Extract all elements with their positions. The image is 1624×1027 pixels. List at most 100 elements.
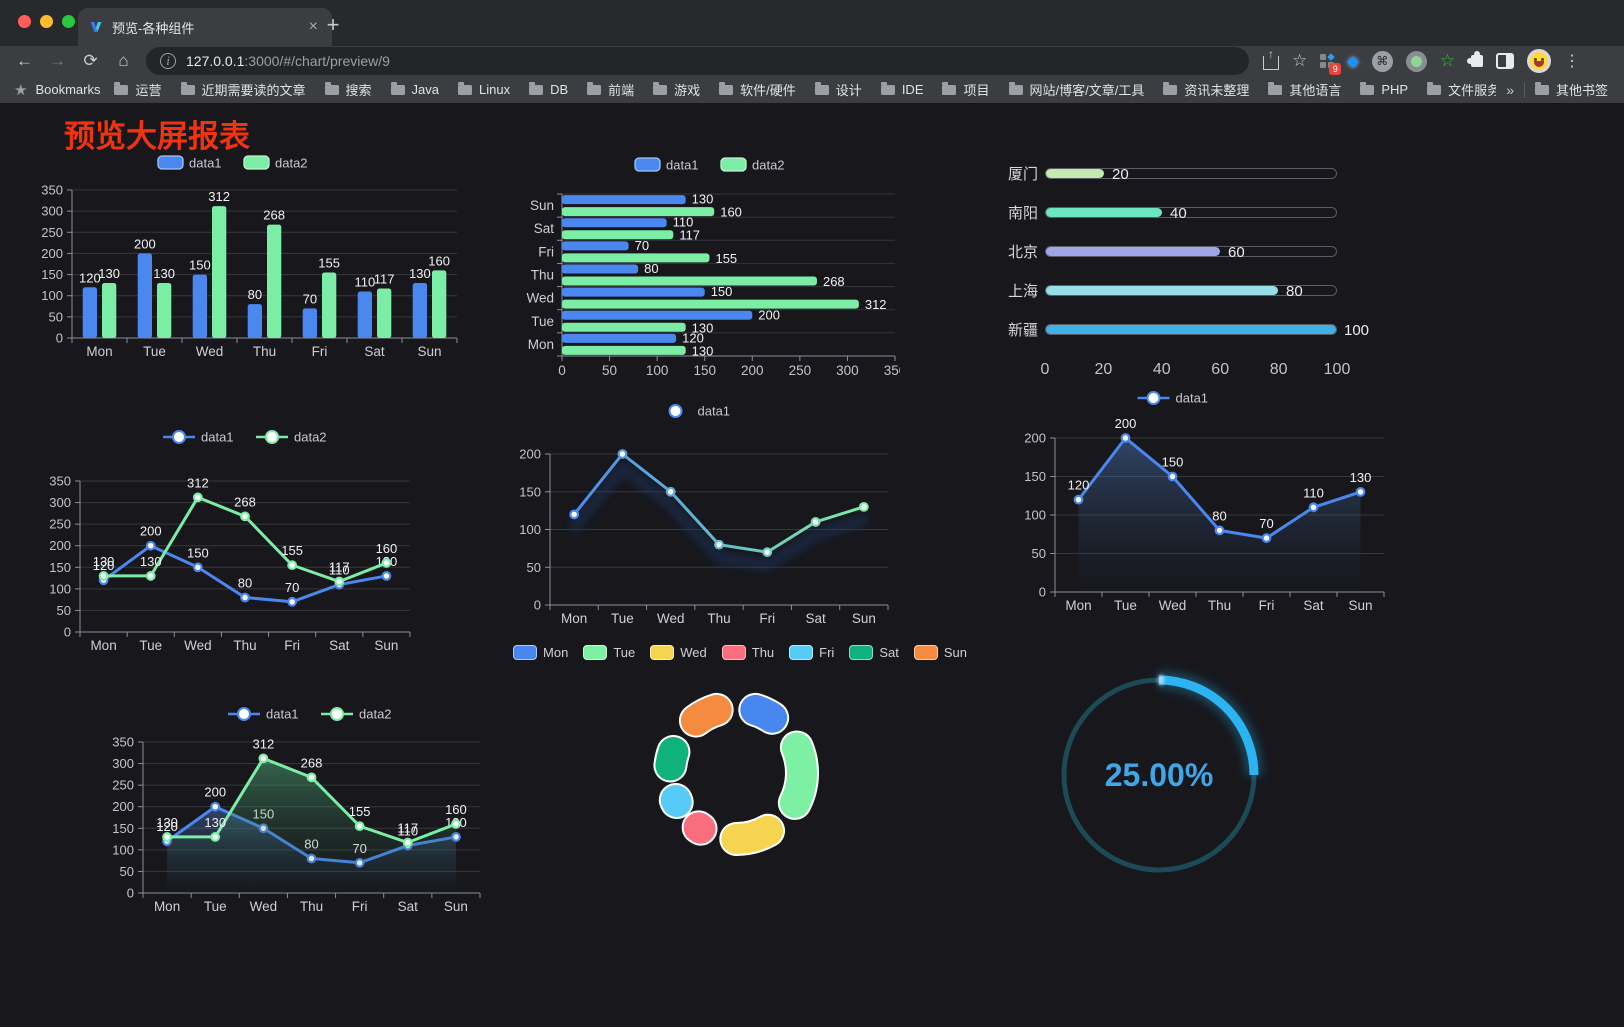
- other-bookmarks[interactable]: 其他书签: [1534, 80, 1608, 99]
- chart-line-gradient[interactable]: 0 50 100 150 200 Mon Tue Wed Thu Fri Sat Sun data1: [500, 395, 900, 626]
- site-info-icon[interactable]: i: [160, 53, 176, 69]
- progress-row[interactable]: 南阳 40: [990, 205, 1370, 222]
- bookmark-label: 文件服务器: [1448, 83, 1497, 98]
- svg-text:Fri: Fri: [352, 899, 368, 914]
- pie-legend-item[interactable]: Wed: [650, 645, 707, 660]
- bookmark-label: DB: [550, 82, 569, 97]
- other-bookmarks-label: 其他书签: [1555, 83, 1608, 98]
- svg-text:110: 110: [1303, 485, 1324, 500]
- progress-row[interactable]: 新疆 100: [1007, 322, 1370, 339]
- chart-bar-vertical[interactable]: 0 50 100 150 200 250 300 350 Mon Tue Wed Thu Fri Sat S…: [40, 150, 470, 368]
- bookmark-folder[interactable]: 其他语言: [1268, 80, 1341, 99]
- svg-text:Thu: Thu: [531, 268, 554, 283]
- pie-legend-item[interactable]: Thu: [721, 645, 774, 660]
- bookmark-folder[interactable]: 项目: [942, 80, 990, 99]
- bookmark-folder[interactable]: 近期需要读的文章: [180, 80, 306, 99]
- bookmark-folder[interactable]: Linux: [458, 82, 510, 97]
- chart-line-area[interactable]: 0 50 100 150 200 Mon Tue Wed Thu Fri Sat Sun 120 200 1…: [985, 388, 1397, 613]
- bookmark-star-icon[interactable]: ☆: [1292, 51, 1308, 70]
- svg-text:Fri: Fri: [538, 244, 554, 259]
- side-panel-icon[interactable]: [1496, 53, 1515, 69]
- chart-line-area-two[interactable]: 0 50 100 150 200 250 300 350 Mon Tue Wed Thu Fri Sat S…: [105, 670, 530, 917]
- bookmarks-bar: ★ Bookmarks 运营 近期需要读的文章 搜索 Java Linux DB 前端 游戏 软…: [0, 76, 1624, 103]
- progress-row[interactable]: 厦门 20: [990, 166, 1370, 183]
- chart-gauge[interactable]: 25.00%: [1040, 658, 1280, 893]
- svg-text:200: 200: [112, 799, 134, 814]
- reload-icon[interactable]: ⟳: [83, 51, 98, 70]
- svg-text:350: 350: [884, 363, 900, 378]
- svg-text:80: 80: [248, 287, 262, 302]
- extension-grid-icon[interactable]: 9: [1320, 53, 1342, 75]
- extensions-puzzle-icon[interactable]: [1467, 51, 1484, 67]
- chart-pie-donut[interactable]: Mon Tue Wed Thu Fri Sat Sun: [513, 643, 967, 905]
- bookmark-folder[interactable]: 资讯未整理: [1163, 80, 1249, 99]
- svg-text:Wed: Wed: [526, 291, 554, 306]
- bookmarks-star-icon[interactable]: ★: [14, 81, 28, 99]
- window-zoom-button[interactable]: [62, 15, 75, 28]
- command-extension-icon[interactable]: ⌘: [1371, 50, 1393, 72]
- chart-progress-bars[interactable]: 厦门 20 南阳 40 北京 60 上海 80 新疆 100 0 20 40 60 80 100: [990, 150, 1370, 390]
- pie-legend-item[interactable]: Mon: [513, 645, 568, 660]
- bookmark-folder[interactable]: 网站/博客/文章/工具: [1008, 80, 1144, 99]
- gem-extension-icon[interactable]: ◆: [1347, 53, 1359, 70]
- svg-text:200: 200: [41, 246, 63, 261]
- chart-line-two-series[interactable]: 0 50 100 150 200 250 300 350 Mon Tue Wed Thu Fri Sat S…: [40, 420, 465, 662]
- bookmark-folder[interactable]: Java: [390, 82, 439, 97]
- svg-text:268: 268: [263, 208, 285, 223]
- folder-icon: [719, 82, 734, 95]
- recorder-extension-icon[interactable]: [1405, 50, 1427, 72]
- pie-legend-item[interactable]: Tue: [583, 645, 635, 660]
- bookmark-folder[interactable]: PHP: [1360, 82, 1408, 97]
- bookmark-folder[interactable]: 软件/硬件: [719, 80, 796, 99]
- svg-text:Mon: Mon: [561, 611, 587, 625]
- bookmark-folder[interactable]: 文件服务器: [1427, 80, 1496, 99]
- bookmark-folder[interactable]: IDE: [880, 82, 923, 97]
- bookmark-folder[interactable]: 前端: [587, 80, 634, 99]
- pie-legend-item[interactable]: Fri: [789, 645, 834, 660]
- back-icon[interactable]: ←: [16, 51, 33, 70]
- progress-row[interactable]: 北京 60: [990, 244, 1370, 261]
- svg-text:155: 155: [349, 804, 371, 819]
- window-minimize-button[interactable]: [40, 15, 53, 28]
- svg-text:data1: data1: [201, 430, 234, 445]
- bookmark-folder[interactable]: 搜索: [324, 80, 372, 99]
- svg-text:Sun: Sun: [530, 198, 554, 213]
- bookmark-label: 运营: [135, 83, 162, 98]
- bookmark-folder[interactable]: 设计: [814, 80, 862, 99]
- svg-text:data1: data1: [666, 158, 699, 173]
- svg-text:300: 300: [49, 495, 71, 510]
- profile-avatar[interactable]: [1527, 49, 1552, 73]
- bookmarks-overflow-icon[interactable]: »: [1506, 81, 1514, 98]
- url-bar[interactable]: i 127.0.0.1:3000/#/chart/preview/9: [146, 47, 1249, 75]
- svg-text:155: 155: [281, 543, 303, 558]
- new-tab-button[interactable]: +: [326, 12, 340, 37]
- svg-text:117: 117: [679, 228, 700, 243]
- progress-row[interactable]: 上海 80: [990, 283, 1370, 300]
- svg-text:200: 200: [1115, 416, 1137, 431]
- bookmark-label: 近期需要读的文章: [201, 83, 306, 98]
- svg-text:50: 50: [120, 864, 134, 879]
- svg-text:Tue: Tue: [1114, 598, 1137, 613]
- bookmark-folder[interactable]: DB: [529, 82, 568, 97]
- browser-tab[interactable]: 预览-各种组件 ×: [78, 8, 332, 46]
- window-close-button[interactable]: [18, 15, 31, 28]
- svg-text:Tue: Tue: [139, 638, 162, 653]
- svg-text:80: 80: [238, 575, 252, 590]
- menu-icon[interactable]: ⋮: [1564, 53, 1581, 70]
- home-icon[interactable]: ⌂: [118, 51, 129, 70]
- share-icon[interactable]: [1263, 56, 1279, 70]
- bookmark-folder[interactable]: 运营: [114, 80, 162, 99]
- svg-text:100: 100: [112, 842, 134, 857]
- folder-icon: [880, 82, 895, 95]
- folder-icon: [529, 82, 544, 95]
- pie-legend-item[interactable]: Sun: [913, 645, 967, 660]
- svg-text:130: 130: [153, 266, 175, 281]
- forward-icon[interactable]: →: [49, 51, 66, 70]
- bookmark-folder[interactable]: 游戏: [653, 80, 700, 99]
- bookmarks-label[interactable]: Bookmarks: [35, 82, 101, 97]
- pie-legend-item[interactable]: Sat: [849, 645, 899, 660]
- tab-close-icon[interactable]: ×: [308, 18, 318, 35]
- green-star-extension-icon[interactable]: ☆: [1439, 51, 1456, 70]
- svg-text:Mon: Mon: [86, 344, 112, 359]
